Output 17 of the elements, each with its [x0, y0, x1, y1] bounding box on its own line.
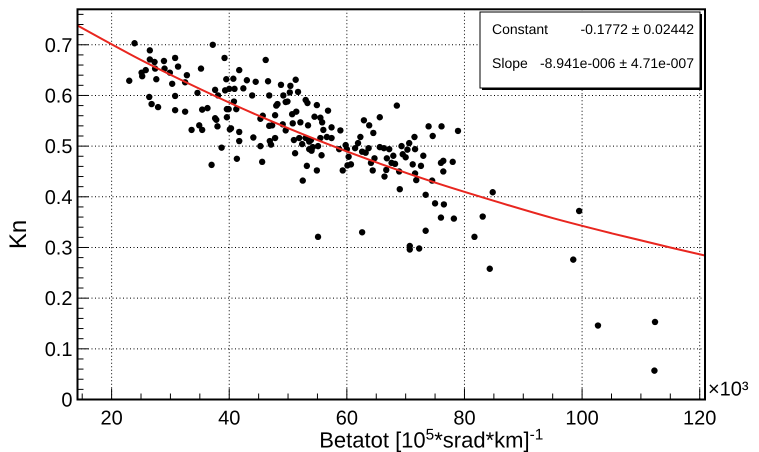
text: ×10³ [708, 378, 749, 400]
text: Constant -0.1772 ± 0.02442 [492, 21, 694, 37]
x-tick-label: 20 [100, 408, 123, 430]
y-tick-label: 0.5 [44, 136, 72, 158]
y-tick-label: 0.3 [44, 237, 72, 260]
x-tick-label: 120 [683, 408, 716, 430]
y-tick-label: 0.4 [44, 186, 72, 209]
annotation: Slope -8.941e-006 ± 4.71e-007 [492, 55, 694, 71]
y-tick-label: 0.2 [44, 288, 72, 310]
y-tick-label: 0.6 [44, 85, 72, 108]
y-tick-label: 0.7 [44, 34, 72, 57]
x-tick-label: 40 [218, 408, 240, 430]
y-tick-label: 0 [61, 390, 72, 412]
line-series [78, 24, 705, 257]
x-tick-label: 100 [565, 408, 599, 430]
y-tick-label: 0.1 [44, 338, 72, 361]
y-axis-title: Kn [5, 220, 32, 250]
